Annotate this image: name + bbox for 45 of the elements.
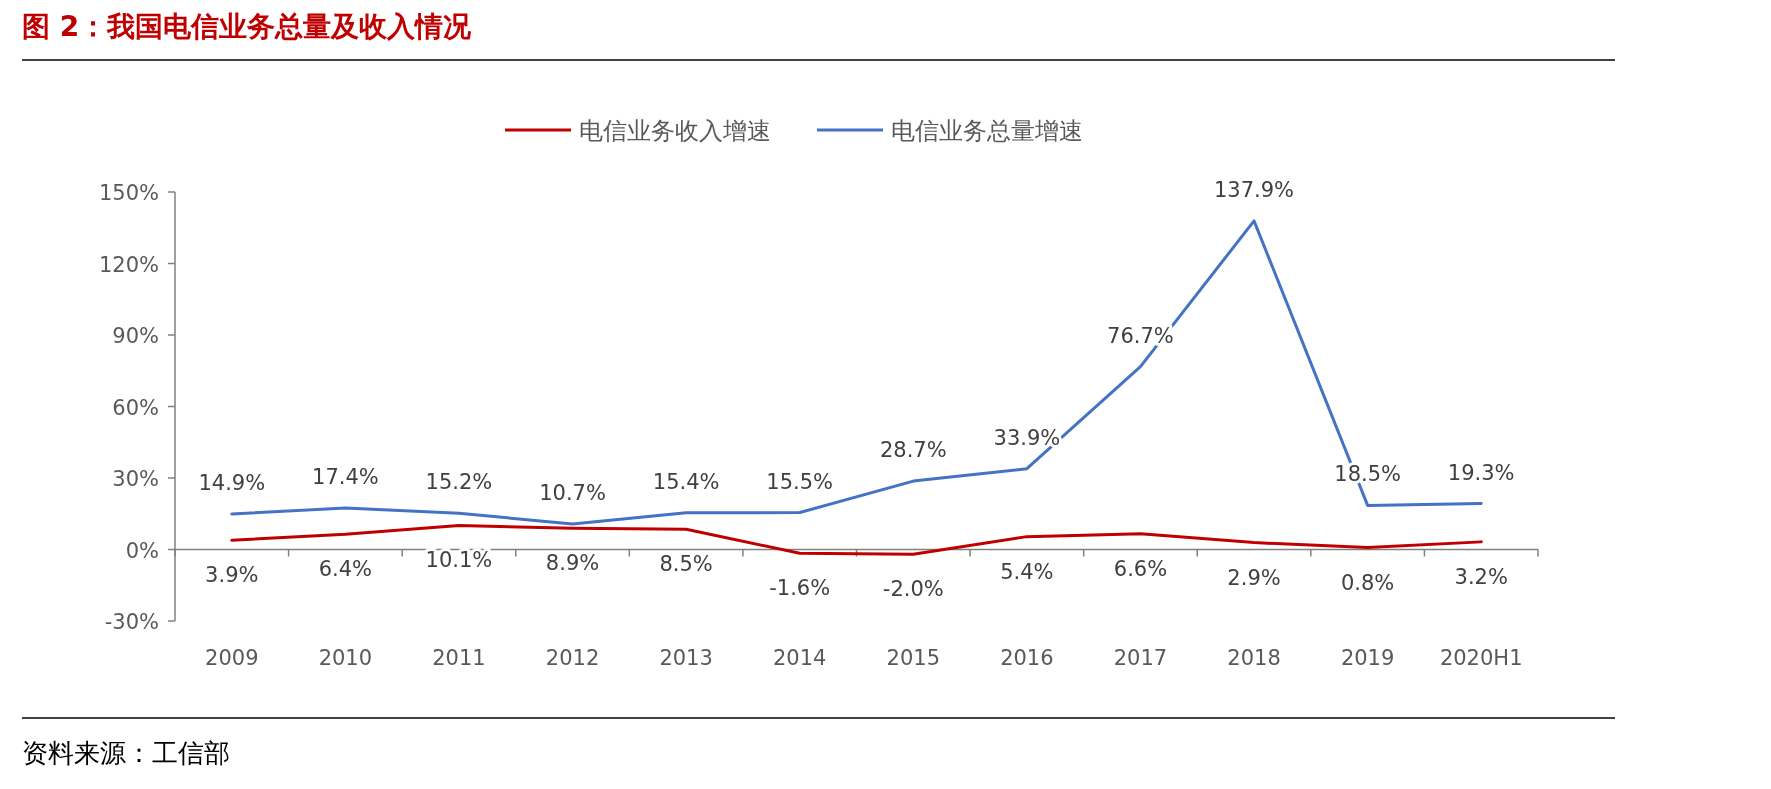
x-tick-label: 2019: [1340, 646, 1395, 670]
x-tick-label: 2009: [205, 646, 259, 670]
data-label: 3.2%: [1454, 564, 1508, 589]
y-tick-label: -30%: [104, 610, 159, 634]
data-label: 137.9%: [1214, 177, 1295, 202]
data-label: 14.9%: [198, 470, 266, 495]
data-label: -1.6%: [769, 576, 831, 601]
y-tick-label: 150%: [98, 181, 159, 205]
y-tick-label: 30%: [112, 467, 159, 491]
data-label: 8.5%: [659, 552, 713, 577]
x-tick-label: 2017: [1113, 646, 1168, 670]
y-tick-label: 0%: [125, 538, 159, 563]
x-tick-label: 2018: [1227, 646, 1281, 670]
x-tick-label: 2015: [886, 646, 941, 670]
x-tick-label: 2012: [545, 646, 600, 670]
data-label: 5.4%: [1000, 559, 1054, 584]
data-label: 8.9%: [545, 551, 600, 576]
data-label: 10.1%: [425, 548, 493, 573]
x-tick-label: 2010: [318, 646, 373, 670]
data-label: 17.4%: [312, 465, 379, 490]
x-tick-label: 2020H1: [1439, 646, 1523, 670]
data-label: -2.0%: [882, 577, 944, 602]
data-label: 6.6%: [1113, 556, 1168, 581]
data-label: 15.2%: [425, 470, 493, 495]
data-label: 3.9%: [205, 563, 259, 588]
y-tick-label: 90%: [112, 324, 159, 348]
data-label: 28.7%: [879, 438, 947, 463]
data-label: 0.8%: [1340, 570, 1395, 595]
data-label: 15.5%: [766, 469, 834, 494]
x-tick-label: 2016: [1000, 646, 1054, 670]
data-label: 15.4%: [652, 469, 720, 494]
legend-label: 电信业务收入增速: [579, 117, 771, 145]
legend-label: 电信业务总量增速: [891, 117, 1083, 145]
data-label: 2.9%: [1227, 565, 1281, 590]
chart-title: 图 2：我国电信业务总量及收入情况: [22, 10, 473, 43]
data-label: 33.9%: [993, 425, 1061, 450]
data-label: 19.3%: [1447, 460, 1515, 485]
data-label: 6.4%: [318, 557, 373, 582]
y-tick-label: 120%: [98, 252, 159, 277]
data-label: 10.7%: [539, 481, 606, 505]
x-tick-label: 2014: [772, 646, 827, 670]
y-tick-label: 60%: [112, 395, 159, 420]
x-tick-label: 2013: [659, 646, 713, 670]
x-tick-label: 2011: [432, 646, 486, 670]
text: 资料来源：工信部: [22, 738, 230, 768]
